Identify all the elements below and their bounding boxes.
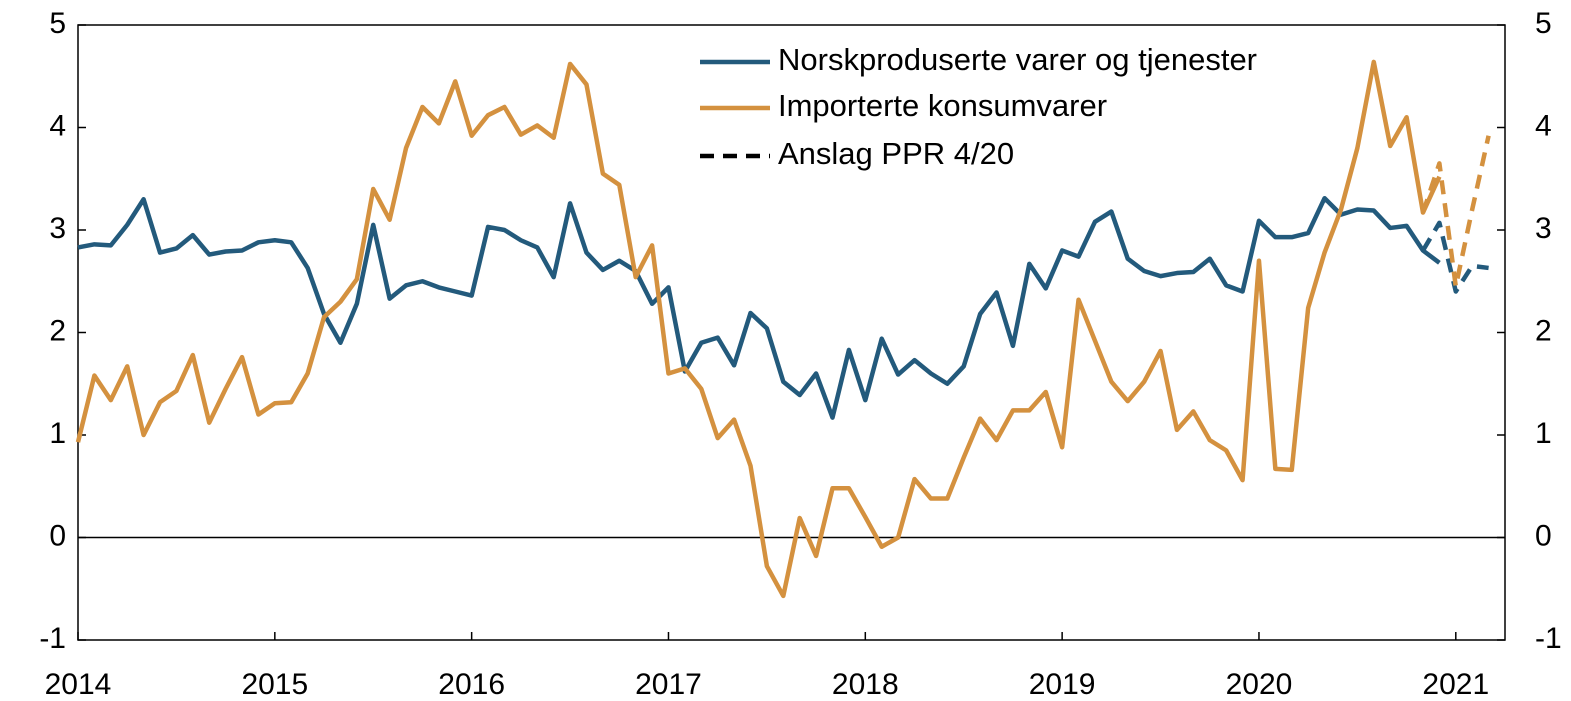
y2-tick-label: 1 <box>1535 417 1552 450</box>
y2-tick-label: -1 <box>1535 622 1562 655</box>
y2-tick-label: 0 <box>1535 519 1552 552</box>
x-tick-label: 2016 <box>438 668 505 701</box>
x-tick-label: 2018 <box>832 668 899 701</box>
legend-label: Norskproduserte varer og tjenester <box>778 42 1257 77</box>
y-tick-label: 1 <box>49 417 66 450</box>
y-tick-label: 3 <box>49 212 66 245</box>
forecast-line <box>1421 220 1489 294</box>
y-tick-label: -1 <box>39 622 66 655</box>
series-line <box>75 59 1442 599</box>
x-tick-label: 2020 <box>1226 668 1293 701</box>
y-tick-label: 5 <box>49 7 66 40</box>
forecast-line <box>1420 135 1491 289</box>
x-tick-label: 2019 <box>1029 668 1096 701</box>
y2-tick-label: 2 <box>1535 314 1552 347</box>
x-tick-label: 2015 <box>241 668 308 701</box>
legend-label: Importerte konsumvarer <box>778 88 1107 123</box>
y-tick-label: 4 <box>49 109 66 142</box>
y-tick-label: 2 <box>49 314 66 347</box>
series-line <box>77 195 1441 420</box>
legend-label: Anslag PPR 4/20 <box>778 136 1014 171</box>
x-tick-label: 2014 <box>45 668 112 701</box>
x-tick-label: 2017 <box>635 668 702 701</box>
y2-tick-label: 4 <box>1535 109 1552 142</box>
y2-tick-label: 5 <box>1535 7 1552 40</box>
y2-tick-label: 3 <box>1535 212 1552 245</box>
y-tick-label: 0 <box>49 519 66 552</box>
x-tick-label: 2021 <box>1422 668 1489 701</box>
